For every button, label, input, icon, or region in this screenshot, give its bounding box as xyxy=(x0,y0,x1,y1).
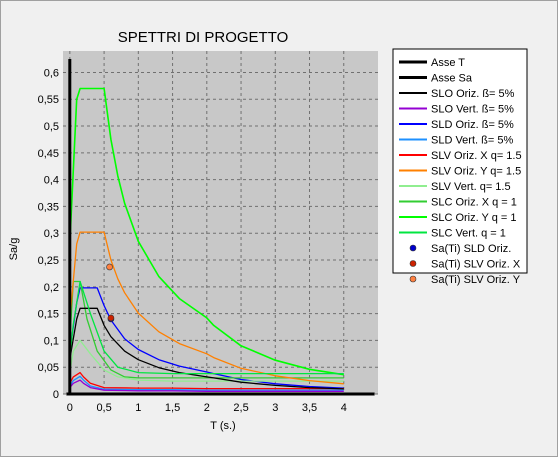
x-tick-label: 2,5 xyxy=(233,402,248,414)
x-tick-label: 0,5 xyxy=(96,402,111,414)
legend-entry: SLD Oriz. ß= 5% xyxy=(431,119,514,131)
legend-entry: Asse T xyxy=(431,57,465,69)
legend-entry: SLV Vert. q= 1.5 xyxy=(431,181,511,193)
y-tick-label: 0,05 xyxy=(38,362,59,374)
series-line xyxy=(69,280,344,379)
y-axis-label: Sa/g xyxy=(8,238,20,261)
y-tick-label: 0,5 xyxy=(44,121,59,133)
series-line xyxy=(69,280,344,375)
legend-swatch xyxy=(409,275,417,283)
legend-entry: SLC Oriz. X q = 1 xyxy=(431,197,517,209)
legend-entry: SLO Vert. ß= 5% xyxy=(431,104,514,116)
x-tick-label: 3 xyxy=(272,402,278,414)
y-tick-label: 0,6 xyxy=(44,67,59,79)
legend-entry: SLD Vert. ß= 5% xyxy=(431,135,513,147)
series-lines xyxy=(66,59,375,396)
series-line xyxy=(69,87,344,376)
legend-entry: Sa(Ti) SLV Oriz. Y xyxy=(431,274,521,286)
chart-title: SPETTRI DI PROGETTO xyxy=(118,29,289,46)
legend-entry: Sa(Ti) SLV Oriz. X xyxy=(431,259,521,271)
legend-entry: SLO Oriz. ß= 5% xyxy=(431,88,515,100)
legend-entry: SLC Vert. q = 1 xyxy=(431,228,506,240)
legend-entry: SLV Oriz. Y q= 1.5 xyxy=(431,166,521,178)
y-tick-label: 0,45 xyxy=(38,148,59,160)
series-markers xyxy=(106,263,115,323)
y-tick-label: 0,55 xyxy=(38,94,59,106)
plot-area xyxy=(63,51,378,394)
y-tick-label: 0,3 xyxy=(44,228,59,240)
series-line xyxy=(69,375,344,391)
x-tick-label: 0 xyxy=(67,402,73,414)
legend-entry: SLV Oriz. X q= 1.5 xyxy=(431,150,522,162)
series-line xyxy=(69,231,344,385)
legend-swatch xyxy=(409,244,417,252)
legend-swatch xyxy=(409,260,417,267)
series-marker xyxy=(106,263,113,271)
series-line xyxy=(69,379,344,392)
legend-box xyxy=(392,48,528,274)
legend-entry: SLC Oriz. Y q = 1 xyxy=(431,212,517,224)
series-line xyxy=(69,371,344,390)
y-tick-label: 0,15 xyxy=(38,309,59,321)
y-tick-label: 0,2 xyxy=(44,282,59,294)
y-tick-label: 0,25 xyxy=(38,255,59,267)
axis-ticks: 0 0,5 1 1,5 2 2,5 3 3,5 4 0 0,05 0,1 0,15 0,2 0,25 0,3 0… xyxy=(38,67,347,414)
series-line xyxy=(69,339,344,382)
x-tick-label: 4 xyxy=(341,402,347,414)
grid xyxy=(63,51,378,395)
y-tick-label: 0,35 xyxy=(38,201,59,213)
x-tick-label: 3,5 xyxy=(302,402,317,414)
x-axis-label: T (s.) xyxy=(210,420,235,432)
legend-entry: Sa(Ti) SLD Oriz. xyxy=(431,243,511,255)
series-marker xyxy=(107,314,115,322)
y-tick-label: 0,1 xyxy=(44,335,59,347)
legend: Asse T Asse Sa SLO Oriz. ß= 5% SLO Vert. ß=… xyxy=(399,57,522,286)
y-tick-label: 0 xyxy=(53,389,59,401)
legend-entry: Asse Sa xyxy=(431,73,473,85)
x-tick-label: 1,5 xyxy=(165,402,180,414)
x-tick-label: 2 xyxy=(204,402,210,414)
y-tick-label: 0,4 xyxy=(44,175,59,187)
x-tick-label: 1 xyxy=(135,402,141,414)
